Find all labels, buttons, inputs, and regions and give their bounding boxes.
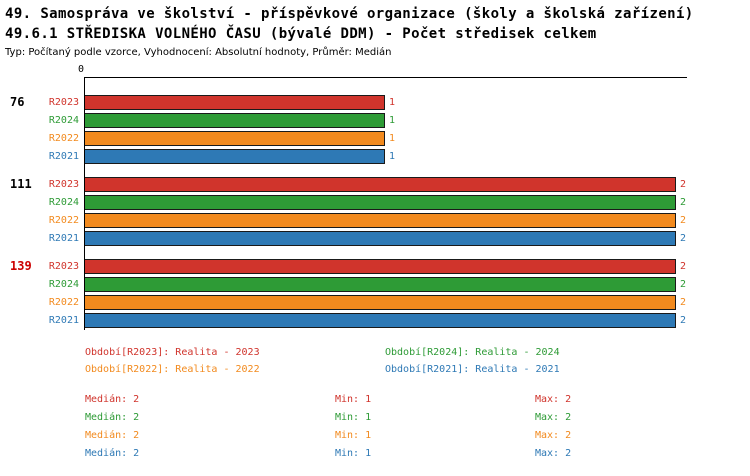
bar-row: R2021 2 [5,229,750,247]
plot-area: 76 R2023 1 R2024 1 R2022 1 R2021 1 111 R2023 2 R2024… [5,64,750,329]
axis-line-top [84,77,687,78]
median-stat: Medián: 2 [85,430,140,441]
bar-row: R2022 2 [5,293,750,311]
report-page: 49. Samospráva ve školství - příspěvkové… [5,6,750,463]
bar-chart: 0 76 R2023 1 R2024 1 R2022 1 R2021 1 111 R2023 2 R20… [5,64,750,330]
bar-row: R2022 1 [5,129,750,147]
series-label: R2024 [48,196,79,208]
bar-row: R2024 2 [5,275,750,293]
group-label: 76 [10,95,25,109]
series-label: R2022 [48,214,79,226]
chart-stats: Medián: 2 Min: 1 Max: 2 Medián: 2 Min: 1 Max:… [85,391,750,463]
bar-row: 111 R2023 2 [5,175,750,193]
axis-origin-label: 0 [78,64,85,75]
bar-value-label: 2 [679,178,686,190]
median-stat: Medián: 2 [85,394,140,405]
bar [84,148,385,164]
bar-value-label: 1 [389,150,396,162]
bar-track: 1 [84,129,686,147]
series-label: R2022 [48,132,79,144]
bar-group: 76 R2023 1 R2024 1 R2022 1 R2021 1 [5,93,750,165]
report-title-line1: 49. Samospráva ve školství - příspěvkové… [5,6,694,22]
bar-value-label: 2 [679,196,686,208]
bar [84,312,676,328]
chart-legend: Období[R2023]: Realita - 2023 Období[R202… [85,345,750,377]
bar-row: R2022 2 [5,211,750,229]
legend-item-R2023: Období[R2023]: Realita - 2023 [85,347,260,358]
bar-row: R2021 2 [5,311,750,329]
bar [84,194,676,210]
series-label: R2022 [48,296,79,308]
bar-value-label: 2 [679,314,686,326]
bar [84,94,385,110]
bar-group: 111 R2023 2 R2024 2 R2022 2 R2021 2 [5,175,750,247]
min-stat: Min: 1 [335,430,372,441]
bar-row: R2024 2 [5,193,750,211]
series-label: R2021 [48,150,79,162]
min-stat: Min: 1 [335,394,372,405]
series-label: R2023 [48,96,79,108]
legend-item-R2024: Období[R2024]: Realita - 2024 [385,347,560,358]
min-stat: Min: 1 [335,412,372,423]
report-meta: Typ: Počítaný podle vzorce, Vyhodnocení:… [5,47,392,58]
series-label: R2021 [48,314,79,326]
bar-track: 1 [84,147,686,165]
bar [84,230,676,246]
bar-track: 2 [84,211,686,229]
median-stat: Medián: 2 [85,412,140,423]
legend-item-R2021: Období[R2021]: Realita - 2021 [385,364,560,375]
series-label: R2024 [48,278,79,290]
bar-track: 2 [84,311,686,329]
bar-track: 2 [84,175,686,193]
bar [84,130,385,146]
stats-row-R2023: Medián: 2 Min: 1 Max: 2 [85,391,750,409]
series-label: R2023 [48,260,79,272]
group-label: 139 [10,259,32,273]
bar-value-label: 2 [679,232,686,244]
group-label: 111 [10,177,32,191]
bar [84,176,676,192]
bar-value-label: 1 [389,114,396,126]
min-stat: Min: 1 [335,448,372,459]
bar-group: 139 R2023 2 R2024 2 R2022 2 R2021 2 [5,257,750,329]
bar [84,294,676,310]
bar-row: 139 R2023 2 [5,257,750,275]
series-label: R2021 [48,232,79,244]
bar-track: 2 [84,193,686,211]
bar-row: 76 R2023 1 [5,93,750,111]
bar-track: 2 [84,229,686,247]
bar-track: 1 [84,111,686,129]
bar-value-label: 2 [679,278,686,290]
bar-track: 2 [84,275,686,293]
bar-track: 2 [84,293,686,311]
bar-value-label: 2 [679,260,686,272]
bar-row: R2024 1 [5,111,750,129]
report-title-line2: 49.6.1 STŘEDISKA VOLNÉHO ČASU (bývalé DD… [5,26,597,42]
bar-row: R2021 1 [5,147,750,165]
bar-track: 1 [84,93,686,111]
bar-value-label: 1 [389,96,396,108]
stats-row-R2022: Medián: 2 Min: 1 Max: 2 [85,427,750,445]
max-stat: Max: 2 [535,448,572,459]
bar [84,276,676,292]
max-stat: Max: 2 [535,412,572,423]
bar [84,112,385,128]
bar-value-label: 2 [679,214,686,226]
bar [84,212,676,228]
stats-row-R2024: Medián: 2 Min: 1 Max: 2 [85,409,750,427]
max-stat: Max: 2 [535,394,572,405]
stats-row-R2021: Medián: 2 Min: 1 Max: 2 [85,445,750,463]
series-label: R2024 [48,114,79,126]
bar [84,258,676,274]
max-stat: Max: 2 [535,430,572,441]
median-stat: Medián: 2 [85,448,140,459]
legend-item-R2022: Období[R2022]: Realita - 2022 [85,364,260,375]
bar-value-label: 1 [389,132,396,144]
bar-track: 2 [84,257,686,275]
axis-line-left [84,77,85,330]
bar-value-label: 2 [679,296,686,308]
series-label: R2023 [48,178,79,190]
